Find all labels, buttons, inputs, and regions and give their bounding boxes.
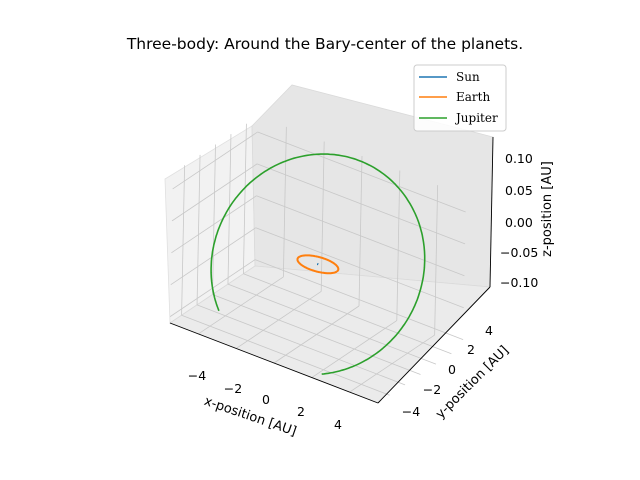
z-axis-line bbox=[489, 136, 494, 288]
gridline bbox=[282, 126, 287, 277]
gridline bbox=[212, 144, 216, 295]
gridline bbox=[256, 163, 466, 245]
x-tick-label: 0 bbox=[262, 392, 270, 407]
legend: Sun Earth Jupiter bbox=[413, 64, 507, 132]
x-tick-label: −4 bbox=[188, 368, 206, 383]
gridline bbox=[255, 227, 464, 309]
gridline bbox=[257, 131, 466, 213]
z-tick-label: −0.05 bbox=[500, 245, 538, 260]
gridline bbox=[171, 195, 257, 254]
x-tick-label: 4 bbox=[334, 417, 342, 432]
gridline bbox=[172, 131, 258, 190]
gridline bbox=[243, 273, 452, 355]
gridline bbox=[243, 123, 247, 274]
legend-box bbox=[413, 64, 507, 132]
y-tick-label: −4 bbox=[402, 404, 420, 419]
gridline bbox=[196, 154, 201, 305]
y-tick-label: 4 bbox=[485, 323, 493, 338]
series-layer bbox=[210, 153, 426, 375]
y-tick-label: −2 bbox=[423, 382, 441, 397]
gridline bbox=[212, 294, 421, 375]
z-axis-label: z-position [AU] bbox=[540, 161, 555, 257]
gridline bbox=[349, 334, 435, 393]
gridline bbox=[254, 259, 464, 340]
z-tick-label: 0.10 bbox=[505, 151, 533, 166]
gridline bbox=[396, 170, 401, 321]
gridlines bbox=[169, 123, 466, 396]
gridline bbox=[256, 195, 465, 277]
gridline bbox=[434, 185, 439, 336]
y-axis-line bbox=[377, 286, 491, 404]
y-tick-label: 2 bbox=[467, 342, 475, 357]
legend-label-jupiter: Jupiter bbox=[454, 111, 498, 125]
x-axis-line bbox=[169, 322, 379, 404]
z-tick-label: 0.05 bbox=[505, 183, 533, 198]
gridline bbox=[170, 227, 256, 286]
y-tick-label: 0 bbox=[448, 362, 456, 377]
x-tick-label: 2 bbox=[297, 404, 305, 419]
z-tick-label: 0.00 bbox=[505, 215, 533, 230]
gridline bbox=[320, 141, 325, 292]
gridline bbox=[311, 320, 398, 378]
axis-ticks: −4 −2 0 2 4 −4 −2 0 2 4 0.10 0.05 0.00 −… bbox=[188, 151, 539, 432]
chart-title: Three-body: Around the Bary-center of th… bbox=[126, 35, 523, 53]
series-line-jupiter bbox=[210, 153, 426, 375]
legend-label-earth: Earth bbox=[456, 90, 490, 104]
gridline bbox=[181, 165, 185, 316]
gridline bbox=[171, 163, 258, 222]
legend-label-sun: Sun bbox=[456, 70, 480, 84]
gridline bbox=[227, 283, 437, 365]
gridline bbox=[227, 134, 232, 285]
x-tick-label: −2 bbox=[224, 381, 242, 396]
z-tick-label: −0.10 bbox=[500, 275, 538, 290]
series-line-earth bbox=[296, 254, 340, 275]
axis-lines bbox=[169, 136, 494, 404]
gridline bbox=[358, 155, 363, 307]
